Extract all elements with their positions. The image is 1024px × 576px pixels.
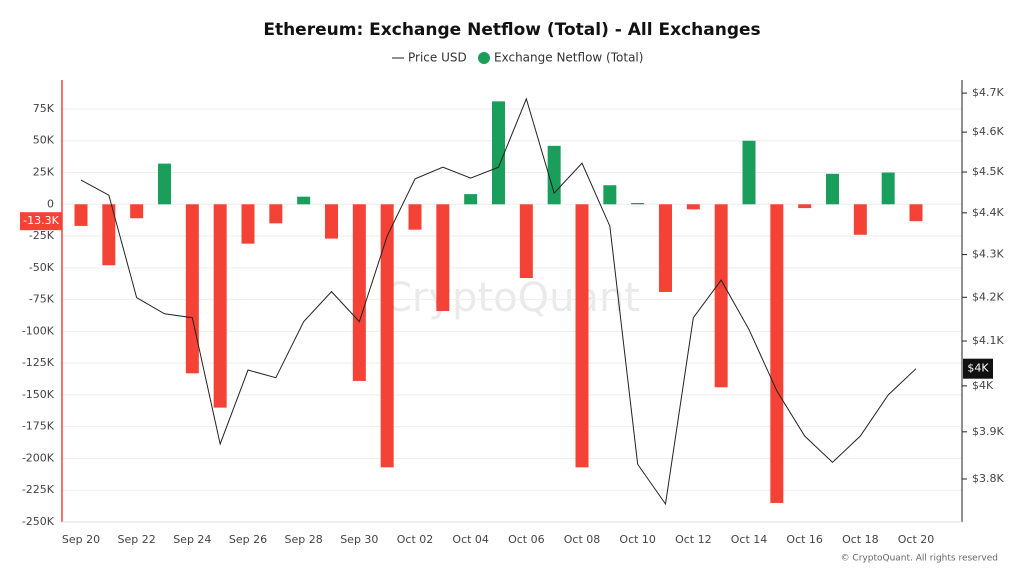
y2-tick-label: $4.5K [972, 165, 1004, 178]
x-tick-label: Sep 24 [173, 533, 211, 546]
last-value-box [20, 212, 62, 231]
bar [102, 204, 116, 266]
bar [853, 204, 867, 235]
x-tick-label: Oct 06 [508, 533, 545, 546]
y2-tick-label: $4K [972, 379, 994, 392]
x-tick-label: Oct 02 [397, 533, 434, 546]
x-tick-label: Sep 28 [285, 533, 323, 546]
bar [185, 204, 199, 374]
y2-tick-label: $3.9K [972, 425, 1004, 438]
y-tick-label: -225K [22, 483, 55, 496]
y-tick-label: 25K [33, 166, 55, 179]
x-tick-label: Oct 16 [786, 533, 823, 546]
bar [798, 204, 812, 209]
y-tick-label: -250K [22, 515, 55, 528]
last-price-label: $4K [967, 362, 989, 375]
bar [519, 204, 533, 278]
bar [269, 204, 283, 224]
bar [603, 185, 617, 205]
bar [770, 204, 784, 503]
copyright: © CryptoQuant. All rights reserved [841, 554, 998, 564]
last-value-label: -13.3K [23, 214, 59, 227]
bar [742, 140, 756, 205]
bar [575, 204, 589, 468]
bar [130, 204, 144, 219]
bar [659, 204, 672, 292]
y2-tick-label: $4.2K [972, 290, 1004, 303]
bar [241, 204, 255, 244]
bar [826, 173, 839, 205]
watermark: CryptoQuant [384, 275, 640, 321]
bar [492, 101, 505, 205]
y-tick-label: -75K [29, 293, 55, 306]
bar [74, 204, 88, 226]
price-line [80, 97, 917, 506]
x-tick-label: Oct 14 [731, 533, 768, 546]
bar [408, 204, 422, 230]
y-tick-label: -25K [29, 229, 55, 242]
y2-tick-label: $4.6K [972, 125, 1004, 138]
bar [547, 145, 561, 205]
chart-title: Ethereum: Exchange Netflow (Total) - All… [263, 20, 760, 40]
y-tick-label: -200K [22, 451, 55, 464]
x-tick-label: Oct 04 [452, 533, 489, 546]
y2-tick-label: $4.1K [972, 334, 1004, 347]
y-tick-label: -175K [22, 420, 55, 433]
y2-tick-label: $4.3K [972, 248, 1004, 261]
last-price-box [963, 358, 993, 379]
y2-tick-label: $4.4K [972, 206, 1004, 219]
x-tick-label: Sep 22 [118, 533, 156, 546]
y-tick-label: -50K [29, 261, 55, 274]
x-tick-label: Oct 08 [564, 533, 601, 546]
y-tick-label: -150K [22, 388, 55, 401]
y2-tick-label: $4.7K [972, 86, 1004, 99]
bar [631, 203, 645, 205]
x-tick-label: Sep 26 [229, 533, 267, 546]
y-tick-label: -125K [22, 356, 55, 369]
bar [436, 204, 450, 312]
x-tick-label: Oct 10 [619, 533, 656, 546]
bar [325, 204, 338, 239]
bar [686, 204, 700, 210]
legend-label: Exchange Netflow (Total) [494, 51, 643, 65]
y-tick-label: -100K [22, 324, 55, 337]
y-tick-label: 75K [33, 102, 55, 115]
x-tick-label: Oct 20 [898, 533, 935, 546]
y-tick-label: 0 [47, 197, 54, 210]
bar [464, 194, 478, 205]
y2-tick-label: $3.8K [972, 472, 1004, 485]
x-tick-label: Sep 20 [62, 533, 100, 546]
bar [714, 204, 728, 388]
x-tick-label: Oct 18 [842, 533, 879, 546]
bar [158, 163, 171, 205]
x-tick-label: Sep 30 [340, 533, 378, 546]
bar [909, 204, 923, 222]
bar [352, 204, 366, 381]
y-tick-label: 50K [33, 134, 55, 147]
legend-dot [478, 52, 490, 64]
bar [297, 196, 311, 205]
bar [213, 204, 227, 408]
legend-label: Price USD [408, 51, 467, 65]
x-tick-label: Oct 12 [675, 533, 712, 546]
bar [881, 172, 895, 205]
bar [380, 204, 394, 468]
